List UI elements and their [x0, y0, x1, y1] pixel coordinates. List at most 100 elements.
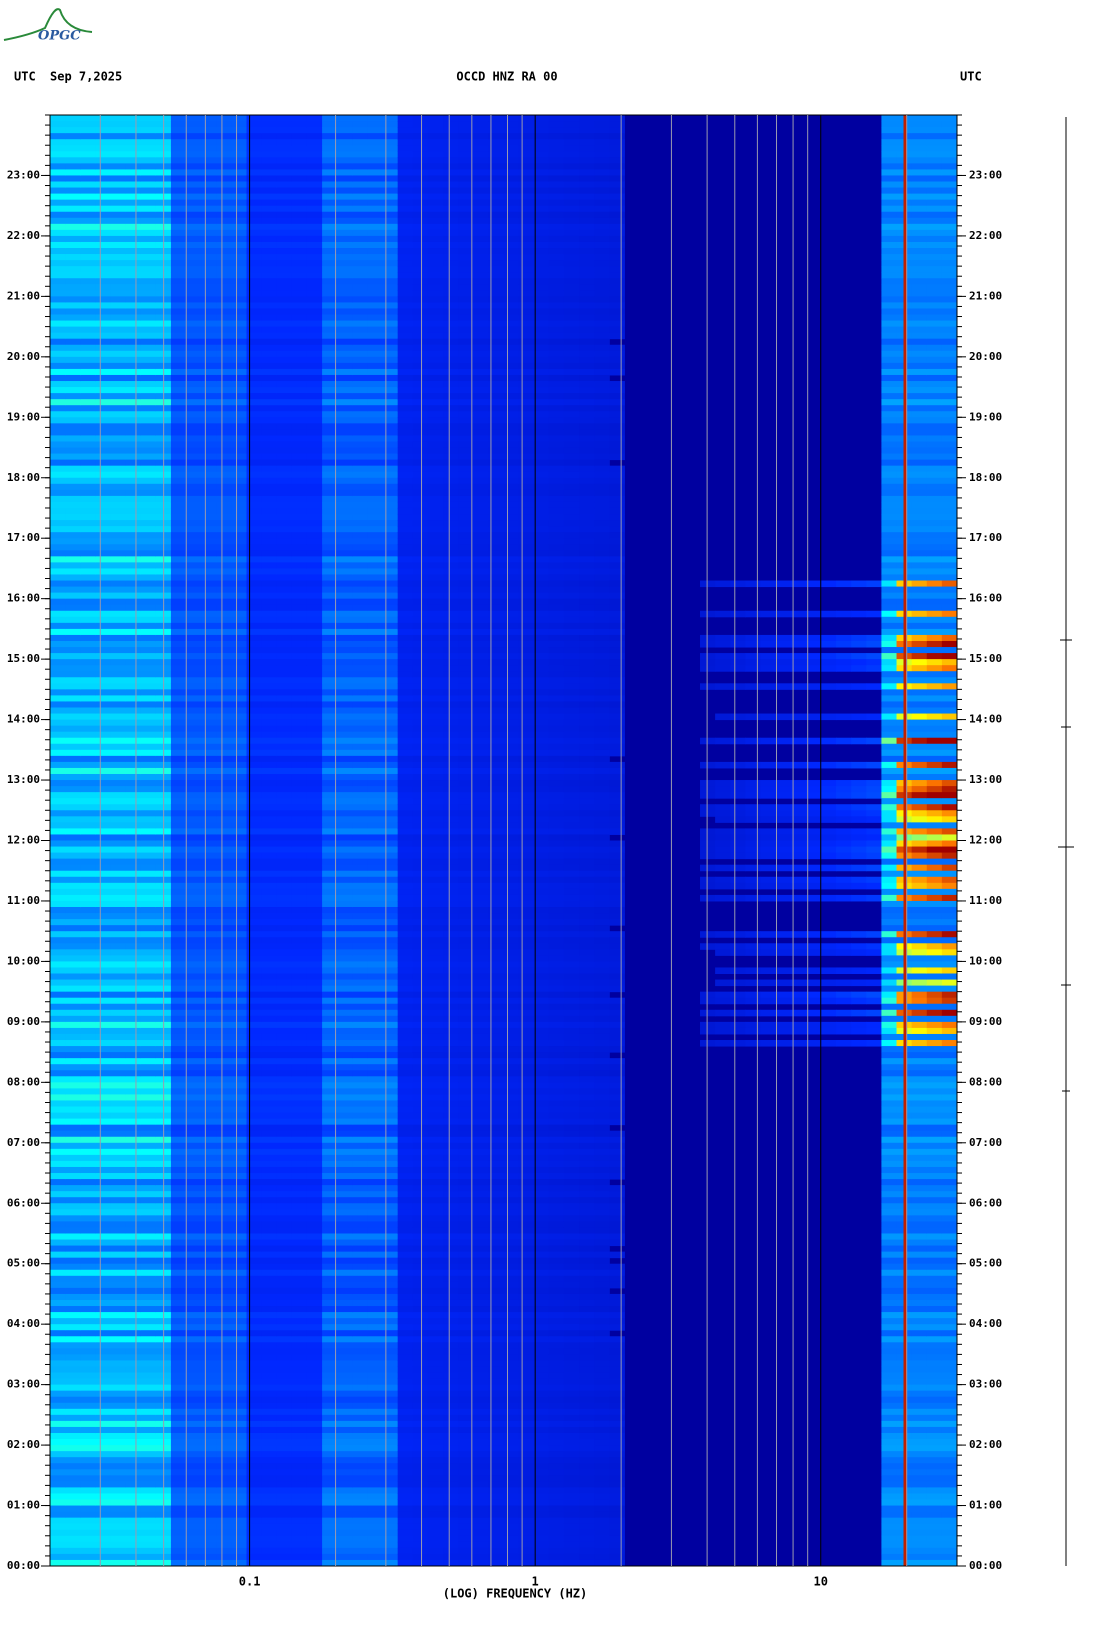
- spectrogram-cell: [261, 1348, 278, 1355]
- spectrogram-cell: [231, 157, 248, 164]
- spectrogram-cell: [50, 1052, 66, 1059]
- spectrogram-cell: [276, 526, 293, 533]
- spectrogram-cell: [261, 368, 278, 376]
- spectrogram-cell: [125, 1366, 142, 1374]
- spectrogram-cell: [246, 1529, 263, 1537]
- spectrogram-cell: [276, 1432, 293, 1440]
- spectrogram-cell: [201, 501, 217, 509]
- spectrogram-cell: [170, 507, 187, 515]
- spectrogram-cell: [306, 713, 323, 721]
- spectrogram-cell: [201, 1324, 217, 1331]
- spectrogram-cell: [50, 931, 66, 938]
- spectrogram-cell: [80, 199, 96, 207]
- spectrogram-cell: [306, 1166, 323, 1174]
- spectrogram-cell: [231, 127, 248, 134]
- spectrogram-cell: [50, 985, 66, 993]
- spectrogram-cell: [276, 544, 293, 551]
- spectrogram-cell: [80, 1390, 96, 1398]
- spectrogram-cell: [291, 713, 308, 721]
- spectrogram-cell: [80, 816, 96, 823]
- spectrogram-cell: [50, 1420, 66, 1428]
- spectrogram-cell: [140, 199, 157, 207]
- spectrogram-cell: [170, 1499, 187, 1507]
- spectrogram-cell: [95, 961, 111, 968]
- spectrogram-cell: [125, 381, 142, 388]
- spectrogram-cell: [201, 900, 217, 908]
- spectrogram-cell: [125, 1070, 142, 1077]
- spectrogram-cell: [276, 604, 293, 612]
- spectrogram-cell: [201, 495, 217, 503]
- spectrogram-cell: [322, 1378, 338, 1386]
- spectrogram-cell: [306, 1390, 323, 1398]
- spectrogram-cell: [186, 248, 202, 255]
- spectrogram-cell: [110, 320, 127, 328]
- spectrogram-cell: [170, 1481, 187, 1488]
- spectrogram-cell: [110, 580, 127, 588]
- spectrogram-cell: [186, 997, 202, 1005]
- spectrogram-cell: [95, 1420, 111, 1428]
- spectrogram-cell: [95, 332, 111, 340]
- spectrogram-cell: [170, 973, 187, 981]
- spectrogram-cell: [261, 1457, 278, 1464]
- spectrogram-cell: [140, 284, 157, 291]
- spectrogram-cell: [95, 834, 111, 841]
- spectrogram-cell: [80, 991, 96, 999]
- spectrogram-cell: [306, 471, 323, 479]
- spectrogram-cell: [261, 991, 278, 999]
- spectrogram-cell: [216, 792, 232, 799]
- spectrogram-cell: [186, 1360, 202, 1367]
- spectrogram-cell: [65, 1179, 81, 1186]
- spectrogram-cell: [186, 562, 202, 569]
- spectrogram-cell: [65, 888, 81, 896]
- spectrogram-cell: [261, 568, 278, 575]
- spectrogram-cell: [231, 1040, 248, 1047]
- spectrogram-cell: [322, 1058, 338, 1065]
- spectrogram-cell: [201, 1354, 217, 1361]
- spectrogram-cell: [186, 1517, 202, 1525]
- spectrogram-cell: [170, 592, 187, 600]
- spectrogram-cell: [125, 967, 142, 975]
- spectrogram-cell: [201, 423, 217, 430]
- spectrogram-cell: [337, 598, 353, 606]
- spectrogram-cell: [322, 1535, 338, 1543]
- spectrogram-cell: [352, 828, 368, 835]
- spectrogram-cell: [231, 453, 248, 461]
- spectrogram-cell: [80, 1511, 96, 1519]
- spectrogram-cell: [140, 816, 157, 823]
- spectrogram-cell: [231, 653, 248, 660]
- spectrogram-cell: [50, 713, 66, 721]
- spectrogram-cell: [170, 616, 187, 624]
- spectrogram-cell: [65, 985, 81, 993]
- spectrogram-cell: [201, 1118, 217, 1126]
- spectrogram-cell: [306, 616, 323, 624]
- spectrogram-cell: [276, 447, 293, 455]
- spectrogram-cell: [337, 840, 353, 848]
- spectrogram-cell: [125, 1027, 142, 1035]
- spectrogram-cell: [110, 1088, 127, 1095]
- spectrogram-cell: [140, 1124, 157, 1132]
- spectrogram-cell: [140, 1209, 157, 1216]
- spectrogram-cell: [291, 538, 308, 545]
- spectrogram-cell: [65, 387, 81, 394]
- spectrogram-cell: [80, 507, 96, 515]
- spectrogram-cell: [125, 1166, 142, 1174]
- spectrogram-cell: [125, 151, 142, 158]
- spectrogram-cell: [125, 598, 142, 606]
- spectrogram-cell: [352, 175, 368, 183]
- spectrogram-cell: [322, 1239, 338, 1247]
- spectrogram-cell: [322, 1426, 338, 1434]
- spectrogram-cell: [261, 217, 278, 225]
- spectrogram-cell: [352, 628, 368, 636]
- spectrogram-cell: [80, 417, 96, 424]
- spectrogram-cell: [291, 169, 308, 176]
- spectrogram-cell: [261, 1094, 278, 1101]
- spectrogram-cell: [80, 272, 96, 279]
- spectrogram-cell: [337, 1185, 353, 1192]
- spectrogram-cell: [110, 1372, 127, 1380]
- spectrogram-cell: [201, 737, 217, 745]
- spectrogram-cell: [322, 1372, 338, 1380]
- spectrogram-cell: [80, 1414, 96, 1422]
- spectrogram-cell: [352, 919, 368, 926]
- spectrogram-cell: [65, 374, 81, 382]
- spectrogram-cell: [261, 1384, 278, 1392]
